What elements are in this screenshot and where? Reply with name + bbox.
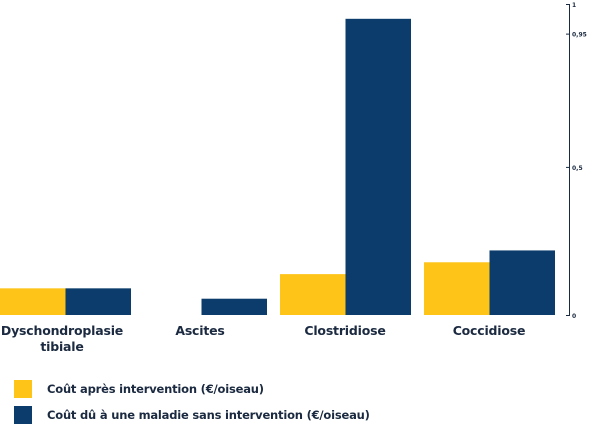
- legend: Coût après intervention (€/oiseau) Coût …: [14, 380, 370, 432]
- category-label: Coccidiose: [452, 323, 526, 338]
- bar-chart: 0 0,5 0,95 1: [0, 2, 587, 320]
- bar-without-3: [489, 250, 555, 315]
- legend-item-without-intervention: Coût dû à une maladie sans intervention …: [14, 406, 370, 424]
- legend-swatch-yellow: [14, 380, 32, 398]
- bar-without-2: [345, 18, 411, 316]
- legend-item-after-intervention: Coût après intervention (€/oiseau): [14, 380, 370, 398]
- y-tick-label: 0: [572, 313, 576, 320]
- bar-without-0: [65, 288, 131, 315]
- y-tick-label: 0,95: [572, 32, 587, 39]
- legend-label: Coût dû à une maladie sans intervention …: [47, 408, 370, 422]
- bar-after-2: [280, 274, 346, 315]
- y-tick-label: 0,5: [572, 165, 583, 172]
- category-label: Clostridiose: [304, 323, 386, 338]
- y-tick-label: 1: [572, 2, 576, 9]
- category-label: Dyschondroplasie tibiale: [0, 323, 124, 354]
- bar-after-0: [0, 288, 66, 315]
- legend-label: Coût après intervention (€/oiseau): [47, 382, 264, 396]
- category-label: Ascites: [175, 323, 225, 338]
- bar-without-1: [201, 298, 267, 315]
- bar-after-3: [424, 262, 490, 315]
- legend-swatch-blue: [14, 406, 32, 424]
